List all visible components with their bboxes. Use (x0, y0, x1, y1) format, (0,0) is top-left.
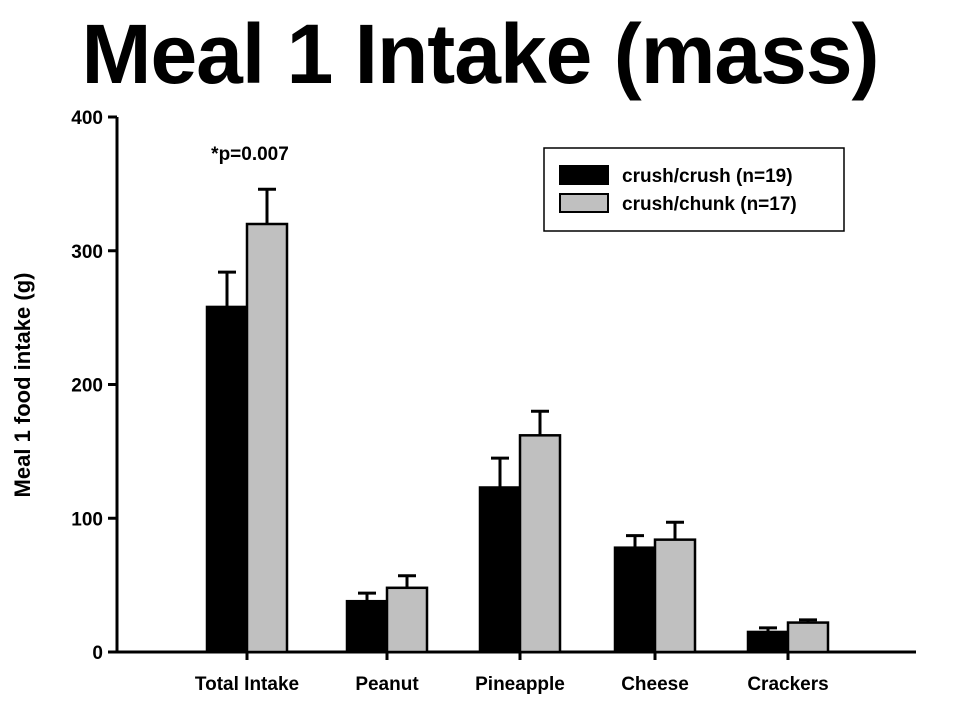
legend-label: crush/crush (n=19) (622, 166, 793, 187)
y-tick-label: 100 (71, 509, 103, 530)
bar (345, 599, 389, 654)
bar (786, 621, 830, 654)
y-tick-label: 400 (71, 108, 103, 129)
bar (205, 305, 249, 654)
legend-label: crush/chunk (n=17) (622, 194, 797, 215)
legend: crush/crush (n=19) crush/chunk (n=17) (543, 147, 845, 232)
bar (478, 486, 522, 654)
x-tick-label: Peanut (355, 674, 419, 695)
bar (385, 586, 429, 654)
bars (205, 187, 830, 654)
y-tick-label: 300 (71, 242, 103, 263)
x-axis: Total Intake Peanut Pineapple Cheese Cracker… (117, 650, 916, 695)
annotations: *p=0.007 (211, 144, 289, 165)
legend-swatch (559, 193, 609, 213)
y-tick-label: 200 (71, 376, 103, 397)
legend-swatch (559, 165, 609, 185)
x-tick-label: Pineapple (475, 674, 565, 695)
x-tick-label: Cheese (621, 674, 689, 695)
y-axis: 0 100 200 300 400 (71, 108, 119, 664)
x-tick-label: Total Intake (195, 674, 299, 695)
legend-box (543, 147, 845, 232)
bar (245, 222, 289, 654)
bar (653, 538, 697, 654)
chart-title: Meal 1 Intake (mass) (81, 7, 879, 101)
bar (746, 630, 790, 654)
significance-annotation: *p=0.007 (211, 144, 289, 165)
x-tick-label: Crackers (747, 674, 828, 695)
y-tick-label: 0 (92, 643, 103, 664)
bar (613, 546, 657, 654)
bar (518, 434, 562, 654)
y-axis-title: Meal 1 food intake (g) (10, 273, 35, 498)
